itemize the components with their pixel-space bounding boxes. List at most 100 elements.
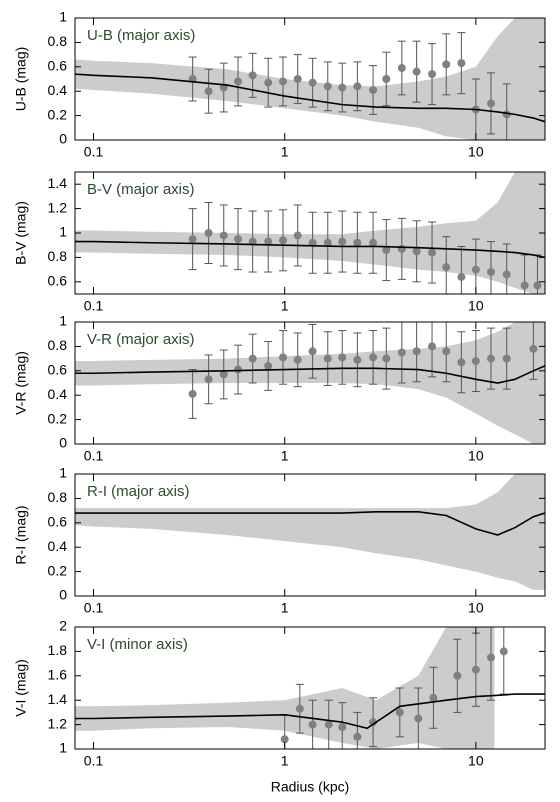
x-tick-label: 10 (468, 298, 484, 314)
y-tick-label: 0.6 (48, 273, 68, 289)
data-point (293, 355, 302, 364)
y-tick-label: 1 (59, 740, 67, 756)
model-curve (75, 511, 545, 536)
y-tick-label: 0.6 (48, 58, 68, 74)
data-point (295, 704, 304, 713)
data-point (248, 237, 257, 246)
data-point (369, 85, 378, 94)
data-point (499, 647, 508, 656)
model-curve (75, 73, 545, 123)
x-tick-label: 1 (281, 144, 289, 160)
data-point (353, 238, 362, 247)
y-tick-label: 1 (59, 465, 67, 481)
data-point (293, 75, 302, 83)
data-point (486, 99, 495, 108)
data-point (502, 354, 511, 363)
data-point (414, 714, 423, 723)
data-point (428, 248, 437, 257)
frame (74, 626, 546, 750)
data-point (323, 82, 332, 91)
x-axis-label: Radius (kpc) (271, 779, 350, 795)
data-point (369, 353, 378, 362)
data-point (457, 358, 466, 367)
model-curve (75, 240, 545, 259)
data-point (293, 231, 302, 240)
y-tick-label: 1 (59, 9, 67, 25)
data-point (533, 281, 542, 290)
x-tick-label: 10 (468, 753, 484, 769)
y-tick-label: 0.2 (48, 562, 68, 578)
y-tick-label: 0.8 (48, 337, 68, 353)
x-tick-label: 0.1 (84, 600, 104, 616)
data-point (264, 78, 273, 87)
uncertainty-band (75, 18, 545, 140)
plot-area (75, 474, 545, 590)
data-point (234, 365, 243, 374)
panel-title: R-I (major axis) (87, 483, 190, 500)
x-tick-label: 1 (281, 600, 289, 616)
y-tick-label: 0.8 (48, 248, 68, 264)
data-point (324, 720, 333, 729)
data-point (486, 354, 495, 363)
data-point (308, 720, 317, 729)
panel-title: V-I (minor axis) (87, 636, 188, 653)
y-tick-label: 1 (59, 313, 67, 329)
data-point (280, 735, 289, 744)
data-point (369, 718, 378, 727)
y-tick-label: 0.6 (48, 362, 68, 378)
data-point (382, 246, 391, 255)
y-tick-label: 0.4 (48, 82, 68, 98)
data-point (248, 354, 257, 363)
data-point (471, 265, 480, 274)
plot-area (75, 172, 545, 294)
uncertainty-band (75, 322, 545, 444)
data-point (429, 693, 438, 702)
data-point (502, 270, 511, 279)
y-axis-label: U-B (mag) (13, 47, 29, 112)
data-point (428, 70, 437, 79)
y-tick-label: 0 (59, 435, 67, 451)
x-tick-label: 10 (468, 600, 484, 616)
data-point (457, 59, 466, 68)
y-axis-label: R-I (mag) (13, 505, 29, 564)
data-point (188, 389, 197, 398)
uncertainty-band (75, 172, 545, 294)
data-point (412, 247, 421, 256)
plot-area (75, 627, 545, 749)
data-point (397, 348, 406, 357)
y-tick-label: 0 (59, 587, 67, 603)
data-point (234, 77, 243, 86)
data-point (442, 60, 451, 69)
x-tick-label: 1 (281, 753, 289, 769)
data-point (529, 344, 538, 353)
model-curve (75, 693, 545, 730)
uncertainty-band (75, 627, 495, 749)
y-tick-label: 0.2 (48, 410, 68, 426)
data-point (382, 354, 391, 363)
panel-title: U-B (major axis) (87, 27, 195, 44)
data-point (219, 231, 228, 240)
y-tick-label: 1.4 (48, 691, 68, 707)
data-point (397, 64, 406, 73)
data-point (264, 361, 273, 370)
frame (74, 321, 546, 445)
data-point (382, 75, 391, 83)
data-point (369, 238, 378, 247)
x-tick-label: 1 (281, 298, 289, 314)
y-axis-label: V-R (mag) (13, 351, 29, 415)
data-point (338, 723, 347, 732)
data-point (520, 281, 529, 290)
y-tick-label: 1.4 (48, 175, 68, 191)
y-tick-label: 0.6 (48, 514, 68, 530)
data-point (486, 268, 495, 277)
frame (74, 473, 546, 597)
y-tick-label: 0.4 (48, 386, 68, 402)
data-point (248, 71, 257, 80)
data-point (219, 370, 228, 379)
y-tick-label: 1 (59, 224, 67, 240)
plot-area (75, 322, 545, 444)
data-point (353, 732, 362, 741)
y-tick-label: 1.8 (48, 642, 68, 658)
data-point (395, 708, 404, 717)
data-point (308, 238, 317, 247)
